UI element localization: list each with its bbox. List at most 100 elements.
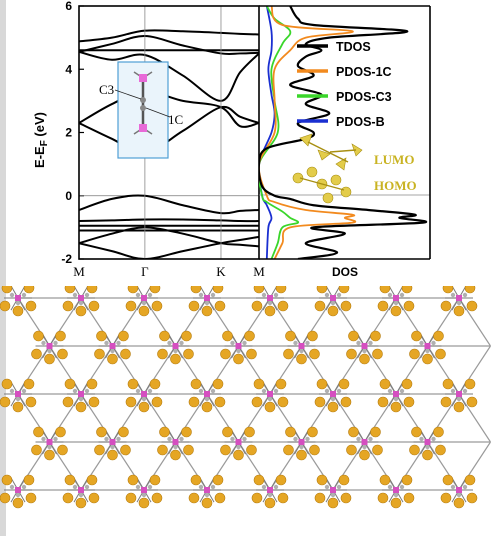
gold-atom bbox=[440, 396, 452, 408]
gold-atom bbox=[149, 474, 161, 486]
gold-atom bbox=[307, 330, 318, 342]
gold-atom bbox=[96, 330, 107, 342]
lattice-bond bbox=[300, 441, 334, 491]
gold-atom bbox=[214, 396, 226, 408]
gold-atom bbox=[107, 449, 118, 461]
gold-atom bbox=[214, 300, 226, 312]
carbon-atom bbox=[261, 388, 267, 394]
lattice-bond bbox=[332, 297, 366, 347]
gold-atom bbox=[316, 474, 328, 486]
carbon-atom bbox=[273, 484, 279, 490]
band-line bbox=[79, 105, 259, 155]
carbon-atom bbox=[15, 300, 21, 306]
carbon-atom bbox=[299, 348, 304, 354]
dos-legend: TDOS PDOS-1C PDOS-C3 PDOS-B bbox=[297, 40, 392, 129]
lattice-bond bbox=[426, 393, 460, 443]
carbon-atom bbox=[84, 388, 90, 394]
boron-cluster bbox=[94, 426, 131, 461]
lattice-bond bbox=[395, 441, 429, 491]
boron-cluster bbox=[157, 426, 194, 461]
gold-atom bbox=[233, 449, 244, 461]
carbon-atom bbox=[78, 396, 84, 402]
y-tick-label: 2 bbox=[65, 126, 72, 140]
gold-atom bbox=[372, 348, 383, 360]
gold-atom bbox=[125, 492, 137, 504]
carbon-atom bbox=[425, 348, 430, 354]
gold-atom bbox=[433, 330, 444, 342]
gold-atom bbox=[251, 396, 263, 408]
gold-atom bbox=[316, 286, 328, 294]
gold-atom bbox=[440, 492, 452, 504]
carbon-atom bbox=[41, 436, 46, 442]
boron-cluster bbox=[125, 378, 163, 413]
gold-atom bbox=[253, 474, 265, 486]
boron-atom bbox=[15, 295, 21, 301]
carbon-atom bbox=[179, 340, 184, 346]
boron-cluster bbox=[31, 426, 68, 461]
boron-cluster bbox=[251, 378, 289, 413]
carbon-atom bbox=[53, 340, 58, 346]
lattice-bond bbox=[237, 441, 271, 491]
gold-atom bbox=[370, 426, 381, 438]
gold-atom bbox=[453, 401, 465, 413]
carbon-atom bbox=[330, 492, 336, 498]
gold-atom bbox=[346, 444, 357, 456]
y-tick-label: 6 bbox=[65, 0, 72, 13]
carbon-atom bbox=[330, 396, 336, 402]
carbon-atom bbox=[387, 388, 393, 394]
gold-atom bbox=[379, 286, 391, 294]
carbon-atom bbox=[135, 388, 141, 394]
carbon-atom bbox=[78, 300, 84, 306]
gold-atom bbox=[296, 353, 307, 365]
gold-atom bbox=[277, 492, 289, 504]
lattice-bond bbox=[395, 297, 429, 347]
lattice-bond bbox=[48, 393, 82, 443]
gold-atom bbox=[1, 286, 13, 294]
lattice-bond bbox=[300, 297, 334, 347]
gold-atom bbox=[157, 348, 168, 360]
gold-atom bbox=[96, 426, 107, 438]
carbon-atom bbox=[135, 484, 141, 490]
boron-cluster bbox=[188, 474, 226, 509]
boron-atom bbox=[46, 439, 53, 445]
gold-atom bbox=[340, 300, 352, 312]
boron-atom bbox=[456, 487, 462, 493]
dos-curve-pdos-c3 bbox=[259, 6, 300, 259]
boron-cluster bbox=[0, 286, 37, 317]
carbon-atom bbox=[362, 444, 367, 450]
lattice-bond bbox=[111, 297, 145, 347]
boron-cluster bbox=[377, 378, 415, 413]
carbon-atom bbox=[147, 484, 153, 490]
gold-atom bbox=[251, 300, 263, 312]
carbon-atom bbox=[267, 300, 273, 306]
gold-atom bbox=[253, 378, 265, 390]
gold-atom bbox=[64, 474, 76, 486]
lattice-bond bbox=[80, 441, 114, 491]
lattice-bond bbox=[17, 441, 51, 491]
carbon-atom bbox=[305, 340, 310, 346]
carbon-atom bbox=[267, 492, 273, 498]
homo-orbital-icon bbox=[292, 166, 352, 204]
gold-atom bbox=[183, 444, 194, 456]
carbon-atom bbox=[399, 388, 405, 394]
gold-atom bbox=[466, 396, 478, 408]
gold-atom bbox=[23, 474, 35, 486]
gold-atom bbox=[359, 449, 370, 461]
boron-atom bbox=[424, 343, 431, 349]
lattice-bond bbox=[300, 345, 334, 395]
carbon-atom bbox=[147, 388, 153, 394]
lattice-bond bbox=[269, 441, 303, 491]
gold-atom bbox=[244, 426, 255, 438]
x-tick-label: M bbox=[253, 264, 265, 279]
carbon-atom bbox=[47, 348, 52, 354]
lattice-bond bbox=[300, 393, 334, 443]
carbon-atom bbox=[450, 388, 456, 394]
carbon-atom bbox=[293, 436, 298, 442]
gold-atom bbox=[44, 449, 55, 461]
gold-atom bbox=[377, 300, 389, 312]
lattice-bond bbox=[206, 393, 240, 443]
gold-atom bbox=[55, 330, 66, 342]
gold-atom bbox=[44, 353, 55, 365]
gold-atom bbox=[314, 300, 326, 312]
carbon-atom bbox=[53, 436, 58, 442]
